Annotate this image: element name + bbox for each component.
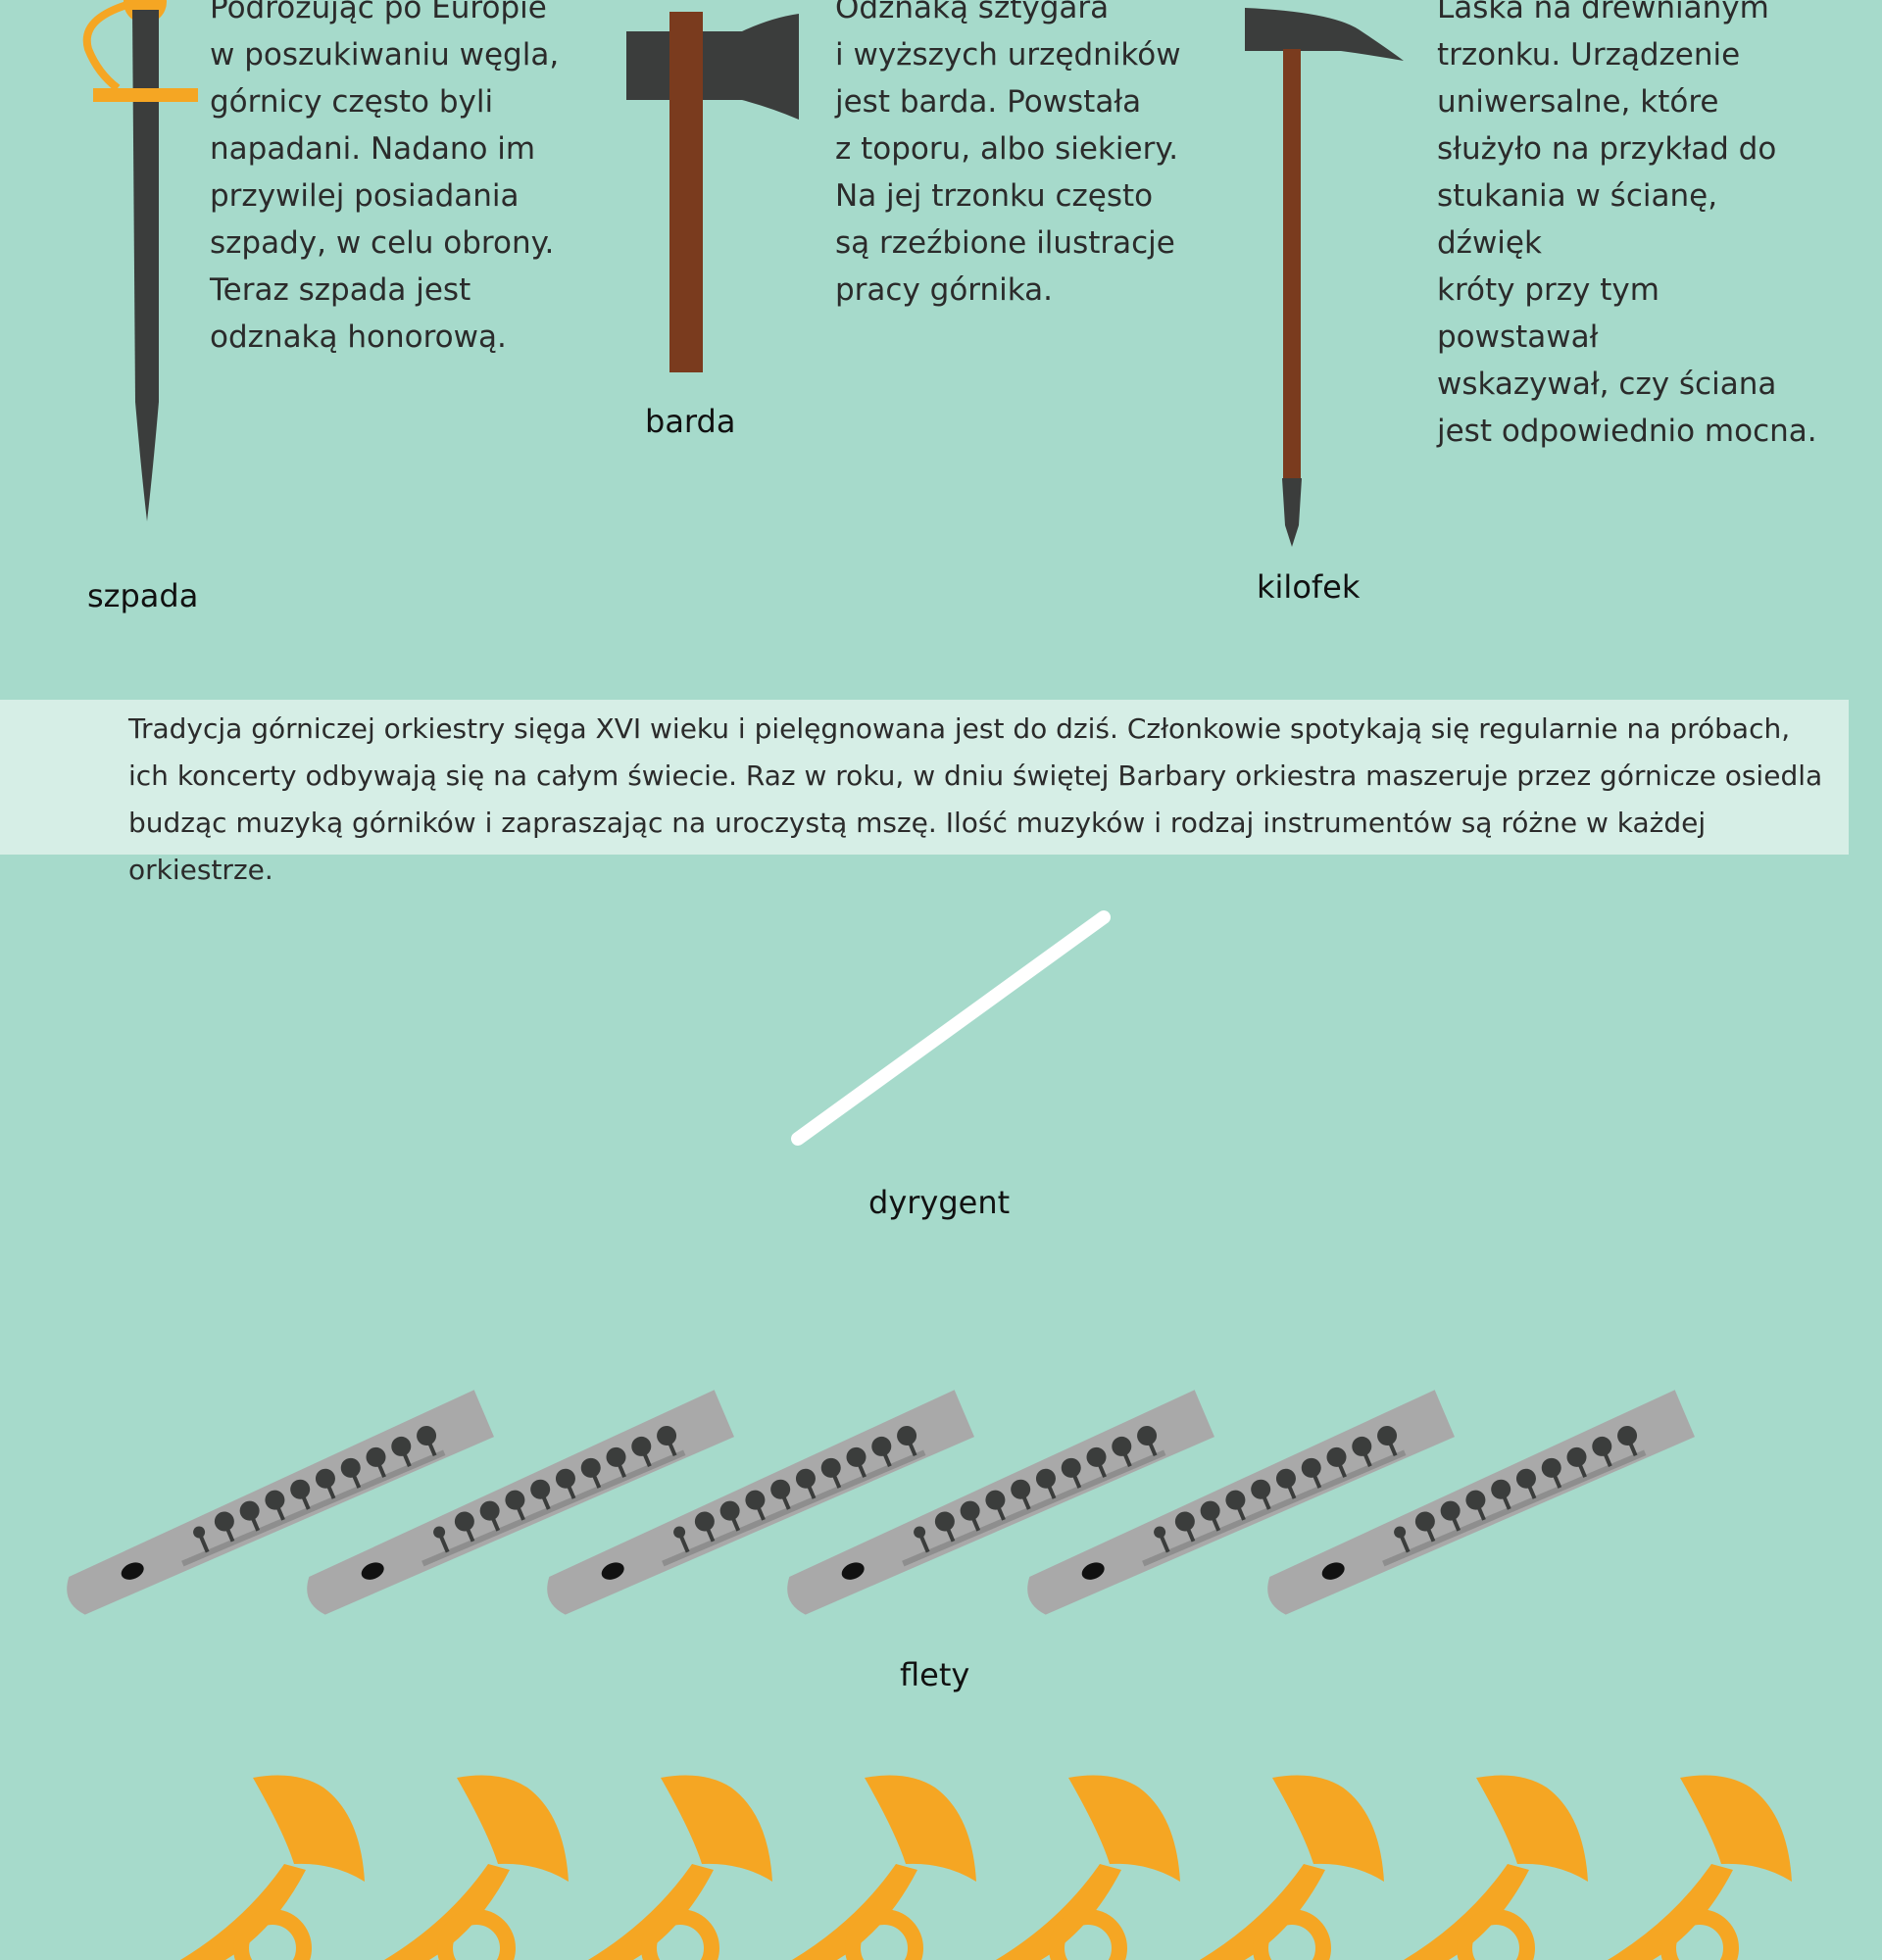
flute-icon bbox=[307, 1390, 734, 1615]
horns-group bbox=[180, 1775, 1792, 1960]
flute-icon bbox=[1027, 1390, 1455, 1615]
szpada-description: Podróżując po Europie w poszukiwaniu węg… bbox=[210, 0, 560, 355]
szpada-icon bbox=[82, 0, 198, 521]
horn-icon bbox=[996, 1775, 1180, 1960]
horn-icon bbox=[1404, 1775, 1588, 1960]
orchestra-info-text: Tradycja górniczej orkiestry sięga XVI w… bbox=[128, 712, 1823, 886]
kilofek-description: Laska na drewnianym trzonku. Urządzenie … bbox=[1437, 0, 1817, 449]
horn-icon bbox=[384, 1775, 569, 1960]
flute-icon bbox=[67, 1390, 494, 1615]
horn-icon bbox=[180, 1775, 365, 1960]
flutes-row bbox=[0, 1313, 1882, 1627]
horn-icon bbox=[1200, 1775, 1384, 1960]
flutes-label: flety bbox=[900, 1656, 970, 1693]
flutes-group bbox=[67, 1390, 1695, 1615]
barda-icon bbox=[626, 12, 799, 372]
szpada-label: szpada bbox=[87, 577, 199, 614]
orchestra-info-band: Tradycja górniczej orkiestry sięga XVI w… bbox=[0, 700, 1849, 886]
horn-icon bbox=[792, 1775, 976, 1960]
kilofek-label: kilofek bbox=[1257, 568, 1361, 606]
horn-icon bbox=[1608, 1775, 1792, 1960]
flute-icon bbox=[547, 1390, 974, 1615]
flute-icon bbox=[787, 1390, 1214, 1615]
barda-description: Odznaką sztygara i wyższych urzędników j… bbox=[835, 0, 1181, 308]
conductor-baton-icon bbox=[791, 910, 1111, 1146]
horn-icon bbox=[588, 1775, 772, 1960]
horns-row bbox=[0, 1754, 1882, 1960]
conductor-label: dyrygent bbox=[868, 1184, 1011, 1221]
kilofek-icon bbox=[1245, 8, 1404, 547]
barda-label: barda bbox=[645, 403, 736, 440]
flute-icon bbox=[1267, 1390, 1695, 1615]
